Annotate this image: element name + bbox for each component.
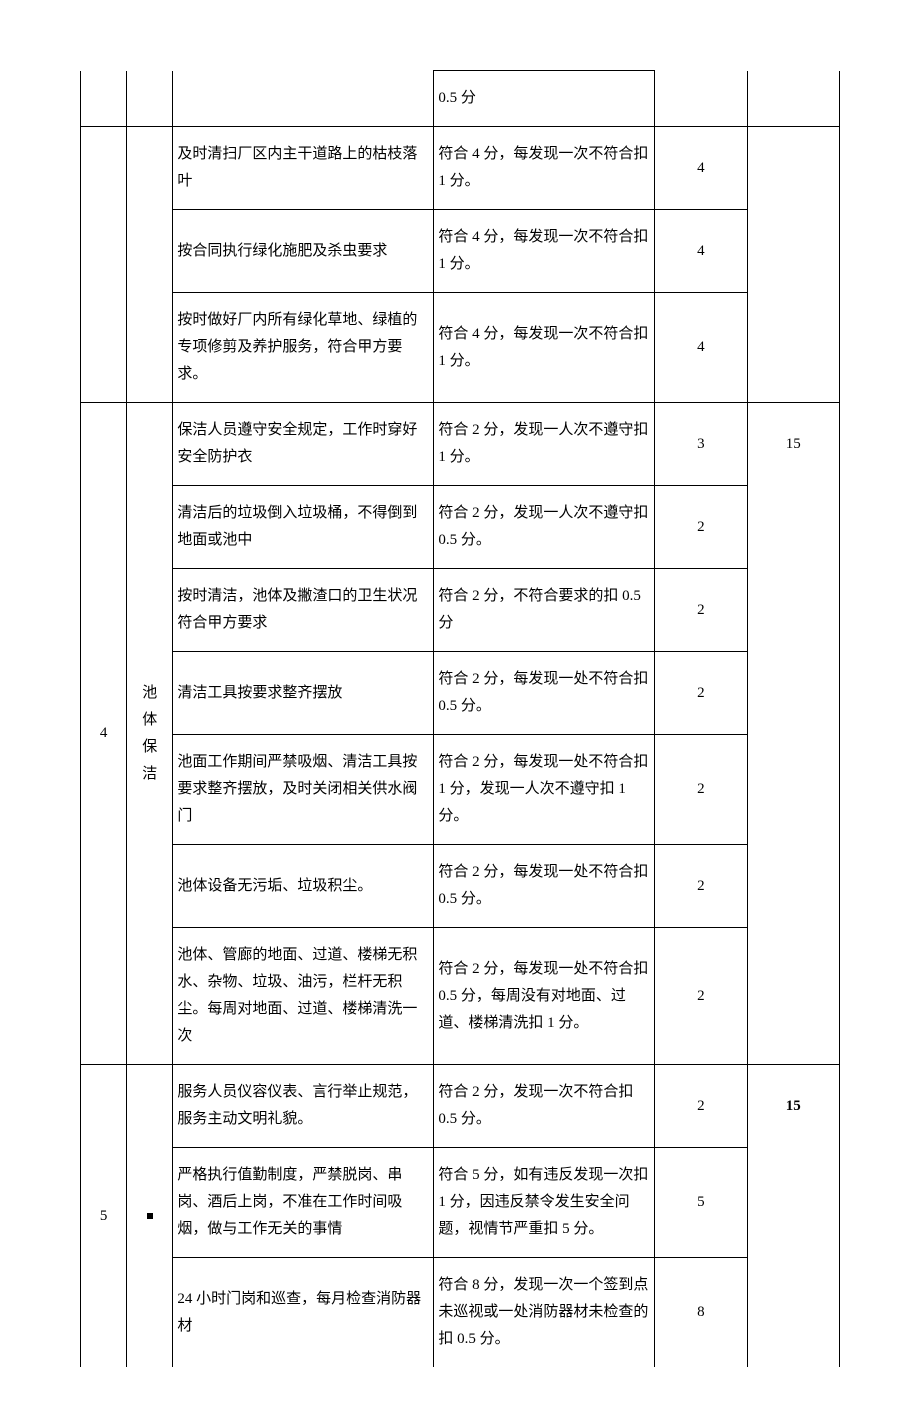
criteria-cell: 严格执行值勤制度，严禁脱岗、串岗、酒后上岗，不准在工作时间吸烟，做与工作无关的事… (173, 1148, 434, 1258)
total-cell (747, 652, 839, 735)
standard-cell: 符合 4 分，每发现一次不符合扣 1 分。 (434, 127, 655, 210)
total-cell (747, 71, 839, 127)
total-cell (747, 486, 839, 569)
criteria-cell: 24 小时门岗和巡查，每月检查消防器材 (173, 1258, 434, 1368)
category-cell (127, 127, 173, 210)
table-row: 0.5 分 (81, 71, 840, 127)
total-cell (747, 1258, 839, 1368)
seq-cell: 5 (81, 1065, 127, 1368)
table-row: 及时清扫厂区内主干道路上的枯枝落叶 符合 4 分，每发现一次不符合扣 1 分。 … (81, 127, 840, 210)
score-cell: 4 (655, 127, 747, 210)
standard-cell: 符合 2 分，发现一次不符合扣 0.5 分。 (434, 1065, 655, 1148)
criteria-cell: 及时清扫厂区内主干道路上的枯枝落叶 (173, 127, 434, 210)
text-marker-icon (147, 1213, 153, 1219)
total-cell (747, 735, 839, 845)
category-cell (127, 1065, 173, 1368)
table-row: 清洁工具按要求整齐摆放 符合 2 分，每发现一处不符合扣 0.5 分。 2 (81, 652, 840, 735)
score-cell: 2 (655, 486, 747, 569)
standard-cell: 符合 2 分，每发现一处不符合扣 0.5 分，每周没有对地面、过道、楼梯清洗扣 … (434, 928, 655, 1065)
criteria-cell: 按时清洁，池体及撇渣口的卫生状况符合甲方要求 (173, 569, 434, 652)
score-cell: 2 (655, 652, 747, 735)
score-cell: 2 (655, 735, 747, 845)
table-row: 按时清洁，池体及撇渣口的卫生状况符合甲方要求 符合 2 分，不符合要求的扣 0.… (81, 569, 840, 652)
category-cell: 池体保洁 (127, 403, 173, 1065)
table-row: 池体、管廊的地面、过道、楼梯无积水、杂物、垃圾、油污，栏杆无积尘。每周对地面、过… (81, 928, 840, 1065)
total-cell: 15 (747, 403, 839, 486)
criteria-cell: 池体设备无污垢、垃圾积尘。 (173, 845, 434, 928)
criteria-cell: 按合同执行绿化施肥及杀虫要求 (173, 210, 434, 293)
standard-cell: 符合 2 分，每发现一处不符合扣 1 分，发现一人次不遵守扣 1 分。 (434, 735, 655, 845)
seq-cell (81, 293, 127, 403)
criteria-cell: 池体、管廊的地面、过道、楼梯无积水、杂物、垃圾、油污，栏杆无积尘。每周对地面、过… (173, 928, 434, 1065)
table-row: 池面工作期间严禁吸烟、清洁工具按要求整齐摆放，及时关闭相关供水阀门 符合 2 分… (81, 735, 840, 845)
score-cell: 2 (655, 1065, 747, 1148)
total-cell (747, 928, 839, 1065)
total-cell (747, 293, 839, 403)
total-cell (747, 569, 839, 652)
score-cell: 4 (655, 210, 747, 293)
seq-cell (81, 127, 127, 210)
table-row: 24 小时门岗和巡查，每月检查消防器材 符合 8 分，发现一次一个签到点未巡视或… (81, 1258, 840, 1368)
table-row: 池体设备无污垢、垃圾积尘。 符合 2 分，每发现一处不符合扣 0.5 分。 2 (81, 845, 840, 928)
seq-cell: 4 (81, 403, 127, 1065)
score-cell: 2 (655, 928, 747, 1065)
standard-cell: 符合 2 分，每发现一处不符合扣 0.5 分。 (434, 652, 655, 735)
criteria-cell: 池面工作期间严禁吸烟、清洁工具按要求整齐摆放，及时关闭相关供水阀门 (173, 735, 434, 845)
standard-cell: 符合 4 分，每发现一次不符合扣 1 分。 (434, 210, 655, 293)
category-cell (127, 71, 173, 127)
seq-cell (81, 210, 127, 293)
standard-cell: 符合 2 分，每发现一处不符合扣 0.5 分。 (434, 845, 655, 928)
category-cell (127, 293, 173, 403)
criteria-cell: 服务人员仪容仪表、言行举止规范，服务主动文明礼貌。 (173, 1065, 434, 1148)
table-row: 清洁后的垃圾倒入垃圾桶，不得倒到地面或池中 符合 2 分，发现一人次不遵守扣 0… (81, 486, 840, 569)
total-cell (747, 845, 839, 928)
score-cell (655, 71, 747, 127)
criteria-cell (173, 71, 434, 127)
standard-cell: 0.5 分 (434, 71, 655, 127)
standard-cell: 符合 2 分，发现一人次不遵守扣 1 分。 (434, 403, 655, 486)
table-row: 按时做好厂内所有绿化草地、绿植的专项修剪及养护服务，符合甲方要求。 符合 4 分… (81, 293, 840, 403)
score-cell: 5 (655, 1148, 747, 1258)
table-row: 5 服务人员仪容仪表、言行举止规范，服务主动文明礼貌。 符合 2 分，发现一次不… (81, 1065, 840, 1148)
score-cell: 8 (655, 1258, 747, 1368)
table-row: 严格执行值勤制度，严禁脱岗、串岗、酒后上岗，不准在工作时间吸烟，做与工作无关的事… (81, 1148, 840, 1258)
standard-cell: 符合 5 分，如有违反发现一次扣 1 分，因违反禁令发生安全问题，视情节严重扣 … (434, 1148, 655, 1258)
total-cell (747, 1148, 839, 1258)
category-cell (127, 210, 173, 293)
score-cell: 4 (655, 293, 747, 403)
seq-cell (81, 71, 127, 127)
standard-cell: 符合 4 分，每发现一次不符合扣 1 分。 (434, 293, 655, 403)
table-row: 4 池体保洁 保洁人员遵守安全规定，工作时穿好安全防护衣 符合 2 分，发现一人… (81, 403, 840, 486)
criteria-cell: 清洁后的垃圾倒入垃圾桶，不得倒到地面或池中 (173, 486, 434, 569)
standard-cell: 符合 2 分，不符合要求的扣 0.5 分 (434, 569, 655, 652)
criteria-cell: 按时做好厂内所有绿化草地、绿植的专项修剪及养护服务，符合甲方要求。 (173, 293, 434, 403)
total-cell: 15 (747, 1065, 839, 1148)
table-row: 按合同执行绿化施肥及杀虫要求 符合 4 分，每发现一次不符合扣 1 分。 4 (81, 210, 840, 293)
score-cell: 2 (655, 569, 747, 652)
category-label: 池体保洁 (131, 680, 168, 788)
score-cell: 3 (655, 403, 747, 486)
criteria-cell: 清洁工具按要求整齐摆放 (173, 652, 434, 735)
assessment-table: 0.5 分 及时清扫厂区内主干道路上的枯枝落叶 符合 4 分，每发现一次不符合扣… (80, 70, 840, 1367)
standard-cell: 符合 8 分，发现一次一个签到点未巡视或一处消防器材未检查的扣 0.5 分。 (434, 1258, 655, 1368)
criteria-cell: 保洁人员遵守安全规定，工作时穿好安全防护衣 (173, 403, 434, 486)
total-cell (747, 127, 839, 210)
total-cell (747, 210, 839, 293)
standard-cell: 符合 2 分，发现一人次不遵守扣 0.5 分。 (434, 486, 655, 569)
score-cell: 2 (655, 845, 747, 928)
